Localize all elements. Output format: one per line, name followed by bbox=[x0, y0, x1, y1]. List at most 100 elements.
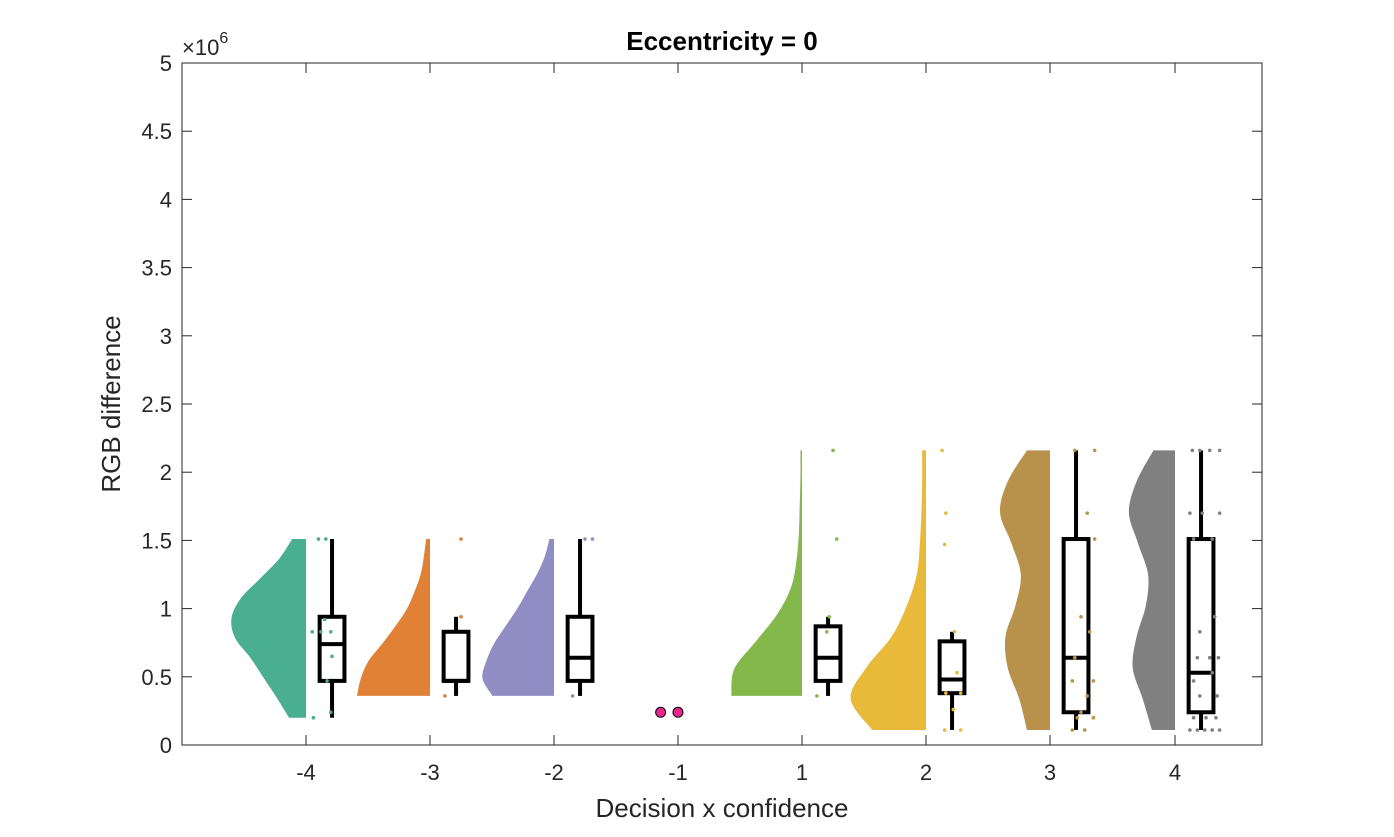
data-point bbox=[1191, 715, 1196, 720]
data-point bbox=[815, 694, 819, 698]
data-point bbox=[311, 715, 316, 720]
data-point bbox=[834, 537, 839, 541]
data-point bbox=[1070, 679, 1075, 683]
data-point bbox=[1085, 694, 1089, 698]
data-point bbox=[827, 614, 832, 619]
data-point bbox=[1198, 694, 1202, 698]
data-point bbox=[1214, 715, 1218, 720]
data-point bbox=[329, 629, 333, 634]
y-tick-label: 0.5 bbox=[141, 665, 172, 690]
data-point bbox=[944, 511, 948, 515]
data-point bbox=[1092, 537, 1097, 541]
data-point bbox=[1091, 679, 1096, 683]
data-point bbox=[1073, 655, 1077, 660]
data-point bbox=[310, 629, 315, 634]
x-tick-label: -3 bbox=[420, 760, 440, 785]
data-point bbox=[1079, 710, 1083, 715]
box-iqr bbox=[441, 629, 471, 683]
y-tick-label: 1 bbox=[160, 597, 172, 622]
y-tick-label: 5 bbox=[160, 51, 172, 76]
data-point bbox=[672, 706, 684, 718]
data-point bbox=[940, 448, 944, 453]
data-point bbox=[1217, 728, 1222, 732]
data-point bbox=[952, 629, 957, 634]
density-cloud bbox=[999, 450, 1050, 730]
data-point bbox=[1082, 728, 1087, 732]
x-tick-label: 2 bbox=[920, 760, 932, 785]
x-tick-label: 4 bbox=[1169, 760, 1181, 785]
data-point bbox=[1212, 614, 1217, 619]
data-point bbox=[1079, 614, 1083, 619]
box-plots bbox=[317, 450, 1216, 730]
data-point bbox=[1215, 694, 1219, 698]
density-clouds bbox=[231, 450, 1175, 730]
y-tick-label: 1.5 bbox=[141, 528, 172, 553]
data-point bbox=[570, 694, 575, 698]
data-point bbox=[1075, 715, 1080, 720]
data-point bbox=[951, 707, 956, 712]
data-point bbox=[825, 629, 829, 634]
data-point bbox=[831, 448, 835, 453]
data-point bbox=[958, 728, 963, 732]
y-tick-label: 0 bbox=[160, 733, 172, 758]
box-iqr bbox=[813, 624, 843, 683]
density-cloud bbox=[731, 450, 802, 696]
data-point bbox=[1091, 715, 1096, 720]
data-point bbox=[1190, 448, 1195, 453]
y-tick-label: 3.5 bbox=[141, 256, 172, 281]
density-cloud bbox=[482, 539, 554, 696]
data-point bbox=[459, 537, 463, 541]
data-point bbox=[1087, 629, 1092, 634]
data-point bbox=[955, 670, 959, 675]
data-point bbox=[958, 691, 963, 695]
y-exponent-label: ×106 bbox=[182, 30, 228, 60]
y-tick-label: 2.5 bbox=[141, 392, 172, 417]
data-point bbox=[1207, 655, 1212, 660]
y-exponent-power: 6 bbox=[219, 30, 228, 47]
data-point bbox=[1092, 448, 1097, 453]
data-point bbox=[1085, 511, 1089, 515]
data-point bbox=[944, 691, 948, 695]
data-point bbox=[1216, 655, 1221, 660]
data-point bbox=[1198, 629, 1202, 634]
data-point bbox=[1210, 728, 1214, 732]
y-ticks: 0 0.5 1 1.5 2 2.5 3 3.5 4 4.5 5 bbox=[141, 51, 1262, 758]
data-point bbox=[1191, 679, 1196, 683]
density-cloud bbox=[231, 539, 306, 718]
box-iqr bbox=[1186, 537, 1216, 715]
data-point bbox=[1210, 537, 1214, 541]
data-point bbox=[319, 629, 323, 634]
x-tick-label: -4 bbox=[296, 760, 316, 785]
x-ticks: -4 -3 -2 -1 1 2 3 4 bbox=[296, 63, 1181, 785]
y-tick-label: 2 bbox=[160, 460, 172, 485]
data-point bbox=[443, 694, 447, 698]
data-point bbox=[1217, 448, 1222, 453]
x-tick-label: 3 bbox=[1044, 760, 1056, 785]
data-point bbox=[590, 537, 595, 541]
y-tick-label: 3 bbox=[160, 324, 172, 349]
data-point bbox=[1195, 728, 1200, 732]
box-iqr bbox=[565, 614, 595, 683]
raw-data-points bbox=[310, 448, 1222, 732]
data-point bbox=[329, 710, 333, 715]
density-cloud bbox=[1128, 450, 1175, 730]
data-point bbox=[1195, 655, 1200, 660]
data-point bbox=[942, 728, 947, 732]
x-tick-label: 1 bbox=[796, 760, 808, 785]
data-point bbox=[1200, 511, 1205, 515]
data-point bbox=[1070, 728, 1075, 732]
data-point bbox=[1188, 511, 1192, 515]
density-cloud bbox=[850, 450, 926, 730]
x-tick-label: -1 bbox=[668, 760, 688, 785]
box-iqr bbox=[1061, 537, 1091, 715]
data-point bbox=[324, 537, 328, 541]
data-point bbox=[325, 679, 329, 683]
data-point bbox=[330, 654, 334, 659]
data-point bbox=[1204, 715, 1208, 720]
data-point bbox=[583, 537, 587, 541]
data-point bbox=[1207, 448, 1212, 453]
x-axis-label: Decision x confidence bbox=[596, 793, 849, 823]
y-tick-label: 4.5 bbox=[141, 119, 172, 144]
data-point bbox=[942, 542, 947, 547]
x-tick-label: -2 bbox=[544, 760, 564, 785]
